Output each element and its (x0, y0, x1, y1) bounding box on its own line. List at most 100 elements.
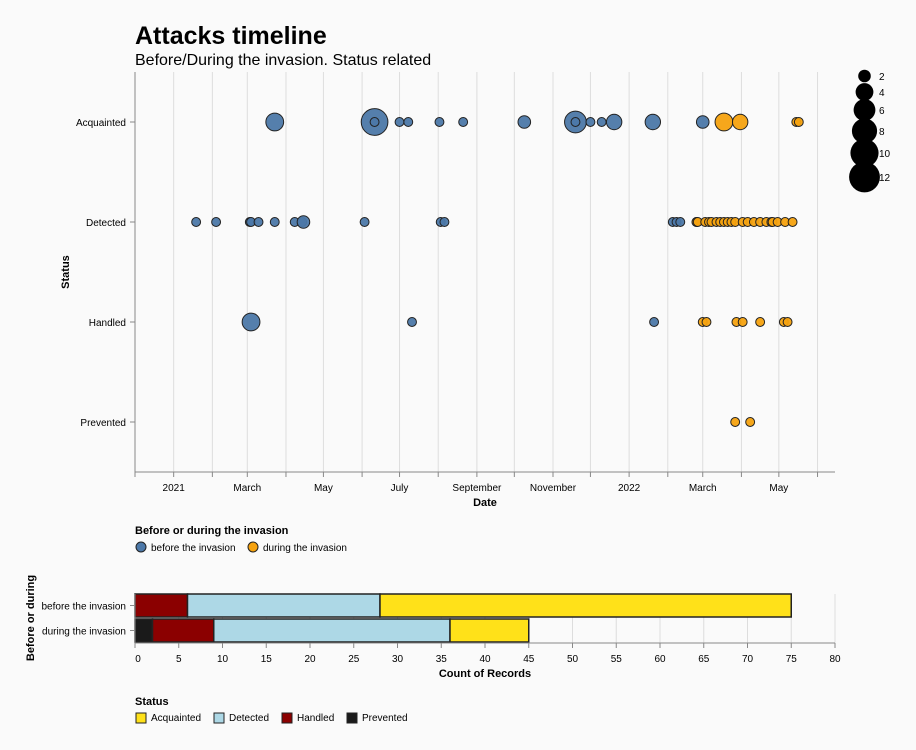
scatter-point-before (570, 117, 581, 127)
size-legend-circle (858, 69, 871, 83)
bar-x-tick-label: 0 (135, 654, 141, 665)
bar-x-axis-title: Count of Records (439, 668, 531, 680)
scatter-point-before (369, 117, 380, 127)
bar-acquainted-before-the-invasion (379, 593, 792, 618)
size-legend-label: 10 (879, 149, 891, 160)
color-legend-title: Before or during the invasion (135, 525, 289, 537)
scatter-point-before (359, 217, 370, 227)
scatter-point-during (737, 317, 748, 327)
status-legend-swatch-prevented (346, 712, 358, 724)
bar-axes: 0 5 10 15 20 25 30 35 40 45 50 55 60 65 70 75 80 before t… (41, 594, 841, 665)
bar-x-tick-label: 5 (176, 654, 182, 665)
bar-y-tick-label-before-the-invasion: before the invasion (41, 602, 126, 613)
status-legend-swatch-detected (213, 712, 225, 724)
bar-x-tick-label: 75 (786, 654, 798, 665)
color-legend: Before or during the invasion before the… (135, 525, 347, 554)
scatter-point-before (296, 215, 311, 229)
scatter-point-before (241, 312, 261, 332)
status-legend-label-handled: Handled (297, 713, 334, 724)
scatter-point-before (695, 115, 710, 129)
bar-x-tick-label: 40 (479, 654, 491, 665)
bar-handled-before-the-invasion (134, 593, 189, 618)
size-legend: 2 4 6 8 10 12 (849, 69, 891, 193)
scatter-y-tick-label-prevented: Prevented (80, 418, 126, 429)
scatter-x-tick-label: May (314, 483, 333, 494)
size-legend-circle (855, 83, 874, 101)
scatter-y-tick-label-acquainted: Acquainted (76, 118, 126, 129)
scatter-point-during (787, 217, 798, 227)
chart-subtitle: Before/During the invasion. Status relat… (135, 52, 431, 69)
scatter-point-before (269, 217, 280, 227)
scatter-grid (134, 72, 819, 472)
scatter-point-during (782, 317, 793, 327)
scatter-point-before (211, 217, 222, 227)
size-legend-circle (849, 161, 880, 193)
scatter-y-axis-title: Status (60, 255, 72, 289)
scatter-x-tick-label: July (391, 483, 409, 494)
scatter-x-tick-label: 2021 (163, 483, 186, 494)
scatter-point-before (605, 113, 623, 131)
scatter-y-tick-label-handled: Handled (89, 318, 126, 329)
status-legend: Status Acquainted Detected Handled Preve… (135, 696, 408, 724)
status-legend-swatch-handled (281, 712, 293, 724)
scatter-point-during (745, 417, 756, 427)
bar-x-tick-label: 80 (829, 654, 841, 665)
bar-x-tick-label: 35 (436, 654, 448, 665)
scatter-x-tick-label: May (769, 483, 788, 494)
scatter-point-during (731, 113, 749, 131)
scatter-point-during (701, 317, 712, 327)
size-legend-circle (851, 118, 878, 144)
size-legend-label: 6 (879, 106, 885, 117)
bar-x-tick-label: 60 (654, 654, 666, 665)
scatter-axes: 2021 March May July September November 2022 Mar… (76, 72, 835, 494)
scatter-point-before (644, 113, 662, 131)
bar-x-tick-label: 70 (742, 654, 754, 665)
bar-rects (134, 593, 792, 643)
bar-x-tick-label: 10 (217, 654, 229, 665)
bar-x-tick-label: 30 (392, 654, 404, 665)
scatter-point-before (407, 317, 417, 327)
status-legend-label-prevented: Prevented (362, 713, 408, 724)
scatter-x-tick-label: March (233, 483, 261, 494)
status-legend-label-acquainted: Acquainted (151, 713, 201, 724)
size-legend-label: 2 (879, 72, 885, 83)
scatter-x-tick-label: November (530, 483, 577, 494)
bar-detected-before-the-invasion (186, 593, 381, 618)
color-legend-label-before: before the invasion (151, 543, 236, 554)
color-legend-swatch-during (247, 541, 259, 553)
bar-x-tick-label: 15 (261, 654, 273, 665)
size-legend-circle (853, 99, 876, 121)
bar-prevented-during-the-invasion (134, 618, 154, 643)
color-legend-label-during: during the invasion (263, 543, 347, 554)
status-legend-title: Status (135, 696, 169, 708)
scatter-x-tick-label: March (689, 483, 717, 494)
bar-detected-during-the-invasion (213, 618, 451, 643)
scatter-x-tick-label: 2022 (618, 483, 641, 494)
bar-handled-during-the-invasion (151, 618, 215, 643)
scatter-y-tick-label-detected: Detected (86, 218, 126, 229)
scatter-x-axis-title: Date (473, 497, 497, 509)
scatter-point-before (675, 217, 686, 227)
scatter-point-before (585, 117, 596, 127)
bar-x-tick-label: 50 (567, 654, 579, 665)
size-legend-label: 12 (879, 173, 891, 184)
scatter-point-before (649, 317, 660, 327)
bar-x-tick-label: 45 (523, 654, 535, 665)
scatter-point-before (434, 117, 445, 127)
scatter-point-before (191, 217, 202, 227)
bar-acquainted-during-the-invasion (449, 618, 530, 643)
bar-y-axis-title: Before or during (25, 575, 37, 661)
scatter-point-before (265, 112, 285, 132)
scatter-point-during (714, 112, 734, 132)
status-legend-swatch-acquainted (135, 712, 147, 724)
color-legend-swatch-before (135, 541, 147, 553)
chart-title: Attacks timeline (135, 22, 327, 50)
status-legend-label-detected: Detected (229, 713, 269, 724)
scatter-point-during (730, 417, 741, 427)
size-legend-label: 4 (879, 88, 885, 99)
bar-x-tick-label: 20 (304, 654, 316, 665)
scatter-point-before (403, 117, 414, 127)
scatter-point-during (755, 317, 766, 327)
bar-x-tick-label: 65 (698, 654, 710, 665)
